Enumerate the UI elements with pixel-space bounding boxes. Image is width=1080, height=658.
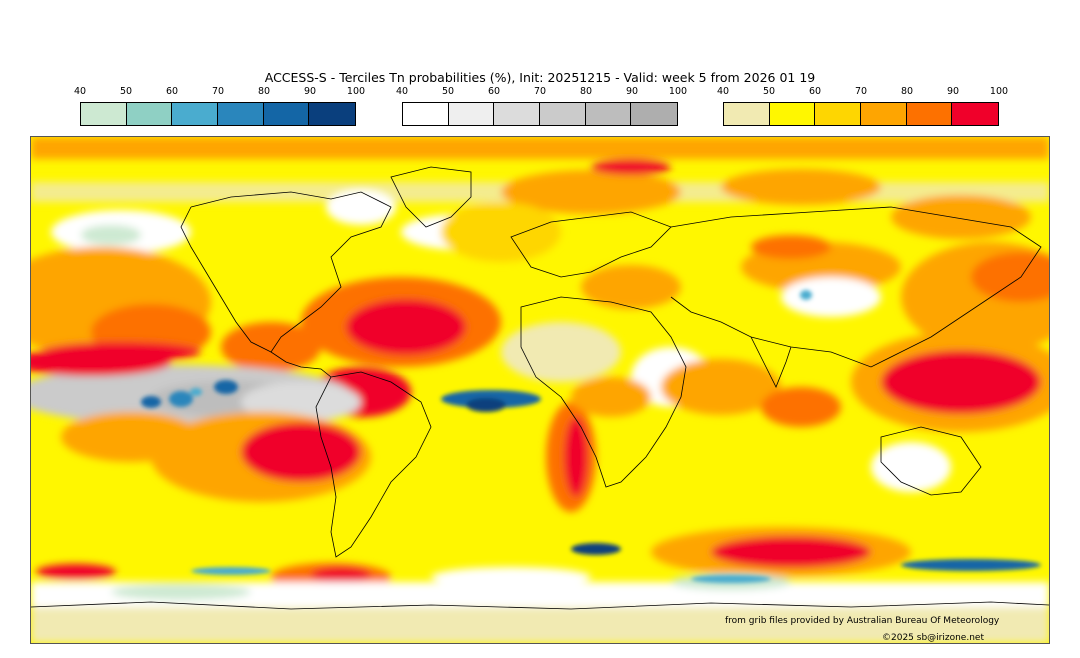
legend-tick-label: 50 xyxy=(762,86,776,97)
legend-color-swatch xyxy=(540,103,586,125)
legend-colorbar xyxy=(402,102,678,126)
legend-color-swatch xyxy=(724,103,770,125)
source-credit: from grib files provided by Australian B… xyxy=(725,616,1000,626)
legend-color-swatch xyxy=(172,103,219,125)
legend-tick-label: 100 xyxy=(989,86,1009,97)
legend-color-swatch xyxy=(769,103,816,125)
legend-ticks: 40 50 60 70 80 90 100 xyxy=(396,86,687,100)
legend-tick-label: 90 xyxy=(946,86,960,97)
legend-tick-label: 80 xyxy=(900,86,914,97)
legend-colorbar xyxy=(80,102,356,126)
legend-colorbar xyxy=(723,102,999,126)
legend-tick-label: 60 xyxy=(487,86,501,97)
legend-color-swatch xyxy=(218,103,264,125)
legend-color-swatch xyxy=(81,103,127,125)
legend-tick-label: 70 xyxy=(854,86,868,97)
legend-tick-label: 80 xyxy=(257,86,271,97)
legend-tick-label: 100 xyxy=(346,86,366,97)
legend-tick-label: 90 xyxy=(625,86,639,97)
legend-tick-label: 40 xyxy=(73,86,87,97)
legend-ticks: 40 50 60 70 80 90 100 xyxy=(74,86,365,100)
legend-tick-label: 80 xyxy=(579,86,593,97)
legend-below-normal: 40 50 60 70 80 90 100 xyxy=(74,86,365,128)
legend-tick-label: 60 xyxy=(808,86,822,97)
legend-tick-label: 70 xyxy=(533,86,547,97)
legend-tick-label: 70 xyxy=(211,86,225,97)
legend-tick-label: 50 xyxy=(441,86,455,97)
legend-color-swatch xyxy=(263,103,310,125)
legend-color-swatch xyxy=(585,103,632,125)
legend-tick-label: 60 xyxy=(165,86,179,97)
legend-color-swatch xyxy=(861,103,907,125)
legend-color-swatch xyxy=(309,103,356,125)
legend-color-swatch xyxy=(906,103,953,125)
legend-color-swatch xyxy=(448,103,495,125)
legend-ticks: 40 50 60 70 80 90 100 xyxy=(717,86,1008,100)
legend-color-swatch xyxy=(403,103,449,125)
legend-above-normal: 40 50 60 70 80 90 100 xyxy=(717,86,1008,128)
legend-tick-label: 40 xyxy=(716,86,730,97)
legend-color-swatch xyxy=(126,103,173,125)
map-title: ACCESS-S - Terciles Tn probabilities (%)… xyxy=(264,70,816,85)
world-probability-map xyxy=(30,136,1050,644)
legend-tick-label: 90 xyxy=(303,86,317,97)
coastlines xyxy=(31,166,1049,610)
legend-near-normal: 40 50 60 70 80 90 100 xyxy=(396,86,687,128)
legend-color-swatch xyxy=(815,103,862,125)
legend-color-swatch xyxy=(494,103,541,125)
legend-tick-label: 50 xyxy=(119,86,133,97)
legend-color-swatch xyxy=(631,103,678,125)
legend-color-swatch xyxy=(952,103,999,125)
legend-tick-label: 40 xyxy=(395,86,409,97)
legend-tick-label: 100 xyxy=(668,86,688,97)
copyright-notice: ©2025 sb@irizone.net xyxy=(882,633,984,643)
